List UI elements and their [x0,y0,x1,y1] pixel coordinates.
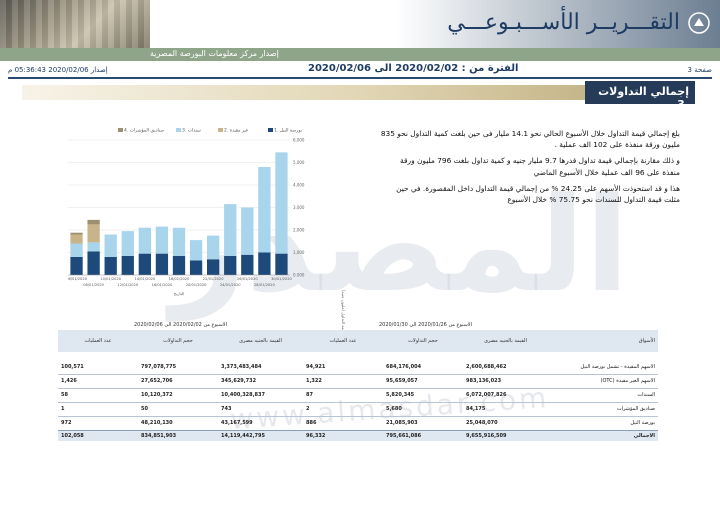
page-number: صفحة 3 [687,66,712,74]
col-cur-trades: عدد العمليات [58,330,138,352]
table-row: 58 10,120,372 10,400,328,837 87 5,820,345 6,… [58,388,658,403]
table-row: 972 48,210,130 43,167,599 886 21,085,903 25,… [58,416,658,431]
legend-item-3: 3. سندات [176,128,201,134]
y-tick-label: 1,000 [293,250,305,255]
bar-segment [104,234,117,257]
summary-paragraph-3: هذا و قد استحوذت الأسهم على 24.25 % من إ… [396,183,680,205]
section-tab [585,81,695,104]
legend-item-4: 4. صناديق المؤشرات [118,128,164,134]
section-bar [22,85,687,100]
col-market: الأسواق [548,330,658,352]
bar-segment [87,219,100,225]
y-tick-label: 6,000 [293,138,305,143]
report-period: الفترة من : 2020/02/02 الى 2020/02/06 [308,63,519,74]
summary-paragraph-2: و ذلك مقارنة بإجمالي قيمة تداول قدرها 9.… [400,156,680,177]
info-bar: إصدار 2020/02/06 05:36:43 م الفترة من : … [8,63,712,75]
summary-paragraph-1: بلغ إجمالي قيمة التداول خلال الأسبوع الح… [380,129,680,150]
x-tick-label: 24/01/2020 [220,283,241,287]
col-cur-value: القيمة بالجنيه مصرى [218,330,303,352]
x-tick-label: 16/01/2020 [152,283,173,287]
bar-segment [70,232,83,235]
bar-segment [121,255,134,275]
bar-segment [258,167,271,253]
col-prev-value: القيمة بالجنيه مصرى [463,330,548,352]
col-prev-trades: عدد العمليات [303,330,383,352]
banner-photo [0,0,150,48]
bar-segment [189,240,203,261]
group-current-week: الاسبوع من 2020/02/02 الى 2020/02/06 [133,322,228,328]
y-axis-title: قيمة التداول (مليون جنيه) [341,290,346,333]
bar-segment [224,204,237,256]
bar-segment [104,257,117,275]
bar-segment [155,226,169,254]
table-row: 1 50 743 2 5,680 84,175 صناديق المؤشرات [58,402,658,417]
bar-segment [121,231,134,256]
col-cur-volume: حجم التداولات [138,330,218,352]
bar-segment [172,227,186,256]
header-divider [8,77,712,79]
bar-segment [241,254,254,275]
section-title-text: إجمالي التداولات [598,85,689,98]
group-previous-week: الاسبوع من 2020/01/26 الى 2020/01/30 [378,322,473,328]
legend-item-1: 1. بورصة النيل [268,128,302,134]
bar-segment [241,207,254,255]
bar-segment [224,255,237,275]
bar-segment [275,253,288,275]
bar-segment [207,235,220,260]
y-tick-label: 4,000 [293,183,305,188]
x-tick-label: 28/01/2020 [254,283,275,287]
report-title: التقـــريــر الأســـبـوعـــي [447,10,680,35]
x-tick-label: 18/01/2020 [169,277,190,281]
bar-segment [87,251,100,275]
bar-segment [70,234,83,244]
section-title: إجمالي التداولات 3. [585,85,689,111]
bar-segment [138,253,151,275]
bar-segment [87,242,100,252]
y-tick-label: 3,000 [293,205,305,210]
x-tick-label: 12/01/2020 [117,283,138,287]
trading-table: الاسبوع من 2020/02/02 الى 2020/02/06 الا… [58,320,658,441]
trading-chart: 1. بورصة النيل 2. غير مقيدة 3. سندات 4. … [68,120,346,333]
summary-text: بلغ إجمالي قيمة التداول خلال الأسبوع الح… [380,128,680,210]
section-number: 3. [677,98,689,111]
y-tick-label: 0.000 [293,273,305,278]
table-row: 100,571 797,078,775 3,373,483,484 94,921 68… [58,360,658,375]
x-tick-label: 22/01/2020 [203,277,224,281]
bar-segment [207,259,220,275]
bar-segment [87,224,100,243]
x-tick-label: 20/01/2020 [186,283,207,287]
bar-segment [70,257,83,275]
x-tick-label: 30/01/2020 [271,277,292,281]
col-prev-volume: حجم التداولات [383,330,463,352]
bar-segment [155,253,169,275]
x-tick-label: 06/01/2020 [68,277,88,281]
x-axis-title: التاريخ [174,291,184,296]
table-row: 1,426 27,652,706 345,629,732 1,322 95,659,0… [58,374,658,389]
y-tick-label: 5,000 [293,160,305,165]
x-tick-label: 26/01/2020 [237,277,258,281]
y-tick-label: 2,000 [293,228,305,233]
issue-timestamp: إصدار 2020/02/06 05:36:43 م [8,66,108,74]
egx-logo-icon [688,12,710,34]
bar-segment [70,243,83,257]
header-banner: التقـــريــر الأســـبـوعـــي [0,0,720,48]
chart-plot: 0.000 1,000 2,000 3,000 4,000 5,000 6,000 30/01… [68,138,305,296]
bar-segment [189,260,203,275]
bar-segment [172,255,186,275]
issuer-strip: إصدار مركز معلومات البورصة المصرية [0,48,720,61]
x-tick-label: 08/01/2020 [83,283,104,287]
legend-item-2: 2. غير مقيدة [218,128,248,134]
x-tick-label: 14/01/2020 [134,277,155,281]
bar-segment [258,252,271,275]
bar-segment [138,227,151,254]
table-total-row: 102,058 834,851,903 14,119,442,795 96,332 7… [58,430,658,441]
x-tick-label: 10/01/2020 [100,277,121,281]
issuer-text: إصدار مركز معلومات البورصة المصرية [150,49,279,58]
bar-segment [275,152,288,254]
